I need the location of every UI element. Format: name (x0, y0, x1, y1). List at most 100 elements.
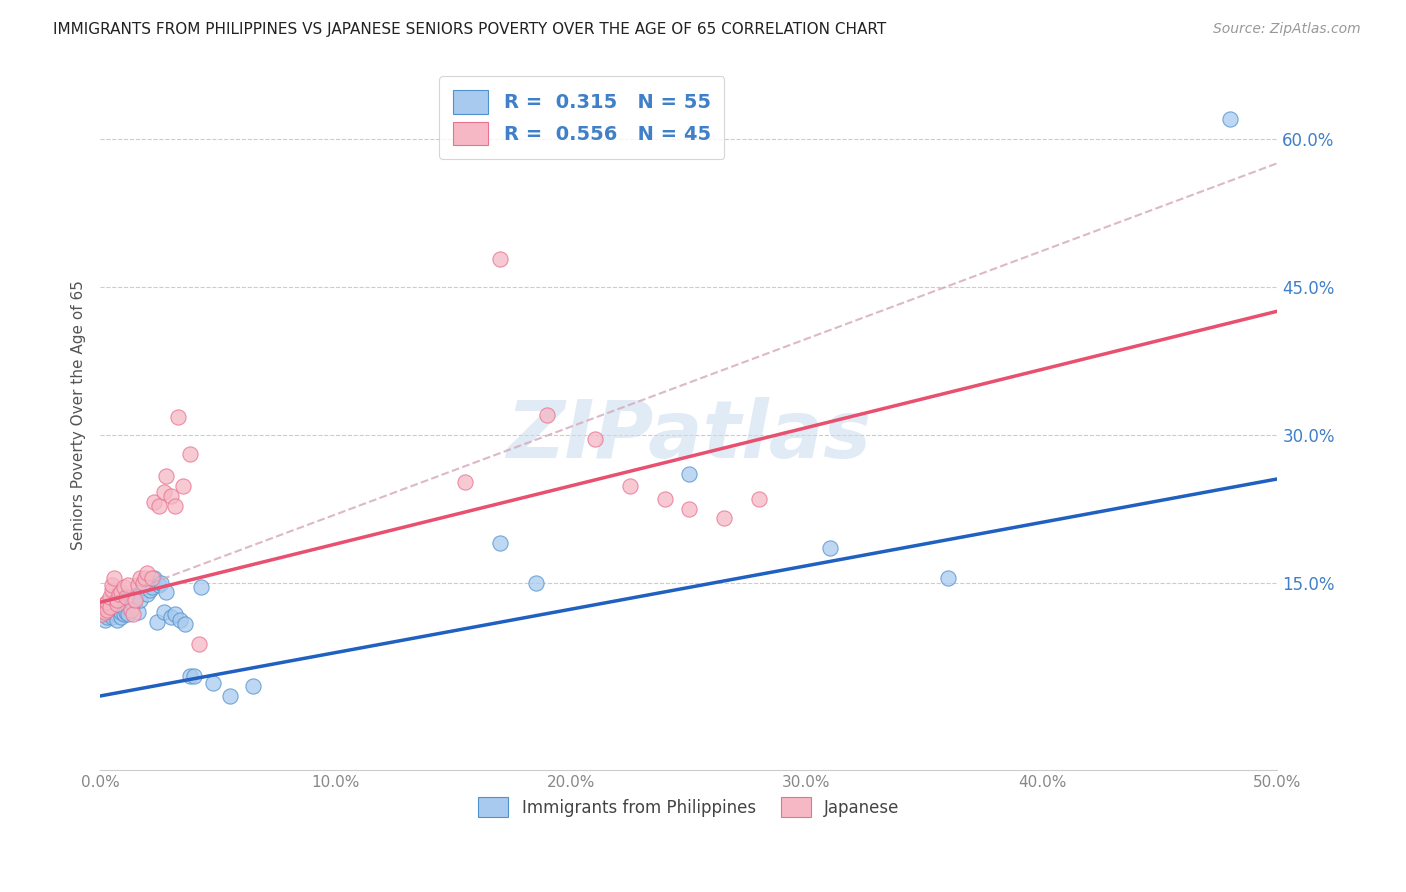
Point (152, 605, 174, 619)
Point (1219, 112, 1241, 126)
Point (678, 467, 700, 481)
Point (120, 603, 142, 617)
Point (101, 595, 124, 609)
Point (936, 571, 959, 585)
Point (818, 541, 841, 555)
Point (124, 593, 146, 607)
Point (143, 571, 166, 585)
Point (115, 595, 138, 609)
Point (179, 447, 201, 461)
Point (96, 610, 118, 624)
Point (96, 603, 118, 617)
Point (124, 591, 146, 605)
Point (155, 469, 177, 483)
Text: ZIPatlas: ZIPatlas (506, 397, 872, 475)
Point (165, 499, 187, 513)
Point (218, 689, 240, 703)
Point (108, 587, 131, 601)
Point (188, 637, 211, 651)
Point (98, 607, 121, 621)
Point (536, 408, 558, 422)
Point (122, 607, 145, 621)
Point (138, 583, 160, 598)
Point (131, 581, 153, 595)
Point (103, 600, 125, 615)
Point (619, 479, 641, 493)
Point (108, 603, 131, 617)
Point (143, 494, 166, 508)
Point (94, 597, 117, 611)
Point (136, 566, 159, 580)
Point (127, 577, 149, 591)
Point (136, 587, 159, 601)
Point (105, 593, 128, 607)
Point (131, 575, 153, 590)
Text: Source: ZipAtlas.com: Source: ZipAtlas.com (1213, 22, 1361, 37)
Point (129, 571, 152, 585)
Point (134, 577, 156, 591)
Point (127, 605, 149, 619)
Point (148, 499, 170, 513)
Point (94, 605, 117, 619)
Point (489, 252, 512, 266)
Point (105, 613, 128, 627)
Point (190, 581, 212, 595)
Point (134, 571, 156, 585)
Point (159, 489, 181, 503)
Point (94, 613, 117, 627)
Point (148, 577, 170, 591)
Point (98, 591, 121, 605)
Point (91, 605, 114, 619)
Point (101, 610, 124, 624)
Point (141, 581, 163, 595)
Point (115, 605, 138, 619)
Point (110, 605, 132, 619)
Point (583, 433, 606, 447)
Point (101, 583, 124, 598)
Point (654, 491, 676, 506)
Point (122, 597, 145, 611)
Point (115, 591, 138, 605)
Point (117, 577, 139, 591)
Point (713, 511, 735, 525)
Point (112, 581, 135, 595)
Point (172, 479, 194, 493)
Point (117, 607, 139, 621)
Point (110, 585, 132, 599)
Point (98, 600, 121, 615)
Point (145, 615, 167, 629)
Point (179, 669, 201, 683)
Point (202, 676, 225, 690)
Point (110, 610, 132, 624)
Point (103, 571, 125, 585)
Point (183, 669, 205, 683)
Point (103, 605, 125, 619)
Point (169, 613, 191, 627)
Point (112, 600, 135, 615)
Point (105, 607, 128, 621)
Text: IMMIGRANTS FROM PHILIPPINES VS JAPANESE SENIORS POVERTY OVER THE AGE OF 65 CORRE: IMMIGRANTS FROM PHILIPPINES VS JAPANESE … (53, 22, 887, 37)
Point (96, 595, 118, 609)
Point (141, 571, 163, 585)
Point (112, 607, 135, 621)
Point (91, 607, 114, 621)
Point (105, 597, 128, 611)
Y-axis label: Seniors Poverty Over the Age of 65: Seniors Poverty Over the Age of 65 (72, 280, 86, 549)
Point (165, 607, 187, 621)
Point (166, 409, 188, 424)
Point (678, 501, 700, 516)
Point (108, 597, 131, 611)
Point (94, 607, 117, 621)
Point (129, 593, 152, 607)
Legend: Immigrants from Philippines, Japanese: Immigrants from Philippines, Japanese (470, 789, 908, 826)
Point (152, 484, 174, 499)
Point (748, 491, 770, 506)
Point (155, 585, 177, 599)
Point (489, 536, 512, 550)
Point (454, 475, 477, 489)
Point (242, 679, 264, 693)
Point (159, 610, 181, 624)
Point (150, 575, 173, 590)
Point (174, 617, 197, 632)
Point (117, 600, 139, 615)
